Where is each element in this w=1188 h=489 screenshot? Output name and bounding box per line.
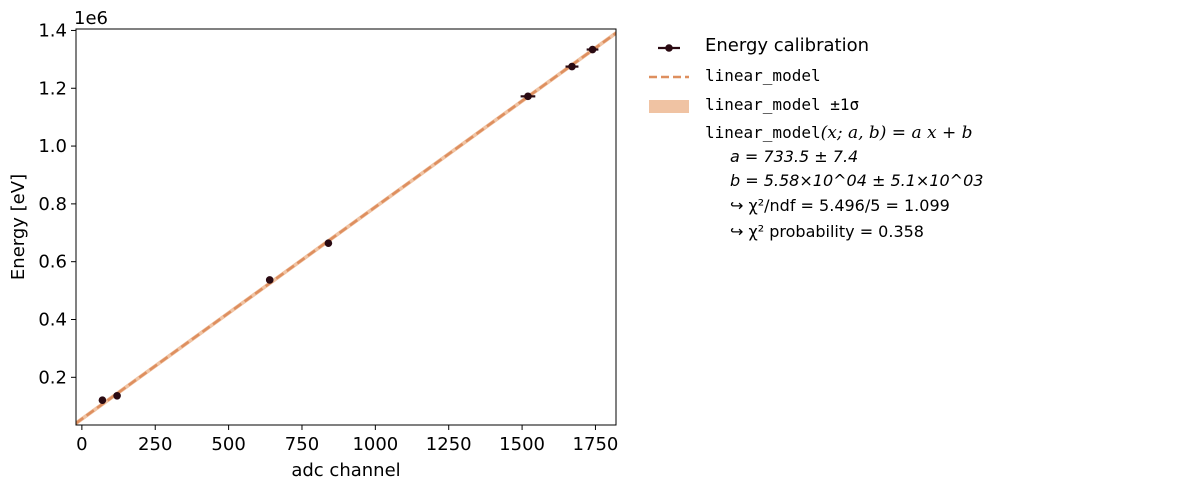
data-marker xyxy=(524,92,532,101)
fit-formula: linear_model(x; a, b) = a x + b xyxy=(705,123,973,143)
legend-item-data: Energy calibration xyxy=(648,34,1168,63)
data-marker xyxy=(568,62,576,71)
data-marker xyxy=(588,45,597,54)
legend-item-fit: linear_model xyxy=(648,63,1168,92)
y-tick-label: 0.2 xyxy=(38,367,67,388)
data-point xyxy=(113,392,121,400)
calibration-chart: 0 250 500 750 1000 1250 1500 1750 0.2 0.4 0.6 0.8 1… xyxy=(8,8,619,481)
y-tick-label: 0.6 xyxy=(38,252,67,273)
dashed-line-icon xyxy=(649,75,689,79)
plot-frame xyxy=(75,28,617,426)
y-axis-label: Energy [eV] xyxy=(8,174,29,280)
legend-label-fit: linear_model xyxy=(705,66,821,85)
data-point xyxy=(324,239,333,247)
y-tick-label: 1.2 xyxy=(38,78,67,99)
fit-line xyxy=(76,32,616,425)
data-marker xyxy=(98,396,107,404)
x-tick-label: 1500 xyxy=(499,434,545,455)
x-tick-label: 1000 xyxy=(352,434,398,455)
fit-chi2-ndf: ↪ χ²/ndf = 5.496/5 = 1.099 xyxy=(730,196,950,215)
legend-item-band: linear_model ±1σ xyxy=(648,92,1168,121)
errorbar-marker-icon xyxy=(658,44,680,52)
y-offset-label: 1e6 xyxy=(74,8,108,29)
data-marker xyxy=(265,276,274,284)
x-tick-label: 1750 xyxy=(573,434,619,455)
y-tick-label: 1.0 xyxy=(38,136,67,157)
data-point xyxy=(98,396,107,404)
x-tick-label: 750 xyxy=(285,434,319,455)
data-marker xyxy=(113,392,121,400)
y-tick-label: 0.4 xyxy=(38,309,67,330)
data-point xyxy=(520,92,536,101)
fit-param-b: b = 5.58×10^04 ± 5.1×10^03 xyxy=(730,171,984,190)
x-axis-label: adc channel xyxy=(291,460,400,481)
legend: Energy calibration linear_model linear_m… xyxy=(648,34,1168,251)
band-swatch-icon xyxy=(649,100,689,113)
fit-param-a: a = 733.5 ± 7.4 xyxy=(730,147,859,166)
fit-formula-args: (x; a, b) = a x + b xyxy=(820,123,973,143)
fit-results: linear_model(x; a, b) = a x + b a = 733.… xyxy=(648,121,1168,251)
x-tick-label: 1250 xyxy=(426,434,472,455)
fit-formula-name: linear_model xyxy=(705,123,821,142)
data-marker xyxy=(324,239,333,247)
data-point xyxy=(586,45,599,54)
x-tick-label: 0 xyxy=(76,434,87,455)
y-tick-label: 1.4 xyxy=(38,20,67,41)
data-point xyxy=(565,62,579,71)
fit-chi2-probability: ↪ χ² probability = 0.358 xyxy=(730,222,924,241)
y-tick-label: 0.8 xyxy=(38,194,67,215)
data-point xyxy=(265,276,274,284)
x-tick-label: 500 xyxy=(211,434,245,455)
legend-label-band: linear_model ±1σ xyxy=(705,95,860,114)
legend-label-data: Energy calibration xyxy=(705,35,870,56)
x-tick-label: 250 xyxy=(138,434,172,455)
